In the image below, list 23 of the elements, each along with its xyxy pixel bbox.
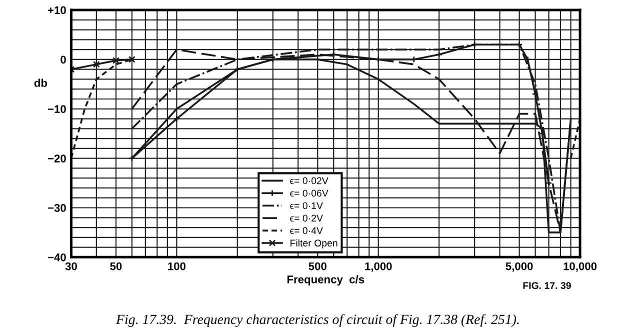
x-tick-label: 1,000 — [365, 262, 392, 272]
y-tick-label: −20 — [48, 154, 66, 162]
legend-label: ϵ= 0·4V — [290, 227, 323, 234]
x-axis-title: Frequency c/s — [287, 275, 364, 286]
legend-label: ϵ= 0·1V — [290, 202, 323, 210]
y-tick-label: 0 — [60, 56, 66, 64]
caption: FIG. 17. 39 — [523, 282, 571, 290]
y-tick-label: −40 — [48, 253, 66, 262]
y-tick-label: +10 — [48, 6, 66, 14]
x-tick-label: 500 — [308, 262, 326, 270]
legend-label: Filter Open — [290, 239, 338, 248]
legend-label: ϵ= 0·02V — [290, 177, 328, 184]
caption: Fig. 17.39. Frequency characteristics of circuit of Fig. 17.38 (Ref. 251). — [116, 314, 519, 327]
y-axis-title: db — [34, 78, 48, 87]
x-tick-label: 5,000 — [506, 262, 533, 272]
x-tick-label: 50 — [110, 262, 122, 270]
legend-label: ϵ= 0·2V — [290, 214, 323, 222]
x-tick-label: 10,000 — [564, 262, 597, 272]
y-tick-label: −30 — [48, 204, 66, 212]
x-tick-label: 100 — [168, 262, 186, 270]
x-tick-label: 30 — [65, 262, 77, 270]
legend-label: ϵ= 0·06V — [290, 190, 328, 197]
y-tick-label: −10 — [48, 105, 66, 114]
